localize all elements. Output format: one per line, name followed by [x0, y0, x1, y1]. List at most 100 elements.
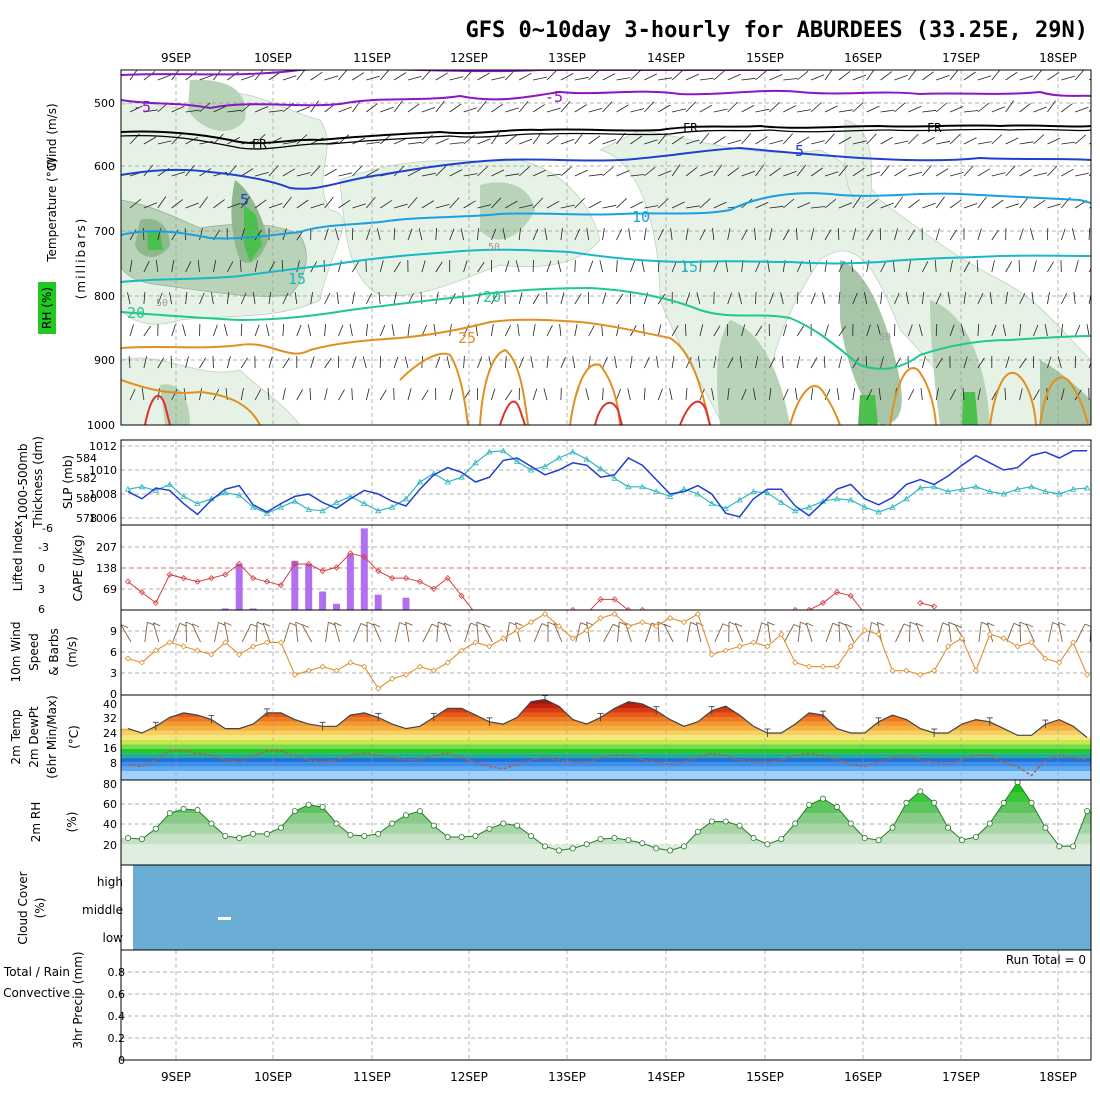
y-label-wind-unit: (m/s)	[65, 636, 79, 667]
wind-speed-point	[416, 663, 423, 670]
upper-wind-barb	[336, 292, 339, 305]
upper-wind-barb	[838, 136, 852, 145]
rh-point	[750, 835, 757, 842]
upper-wind-barb	[781, 355, 784, 369]
upper-wind-barb	[922, 109, 937, 113]
thickness-point	[958, 485, 966, 492]
lifted-index-point	[180, 575, 187, 582]
upper-wind-barb	[171, 260, 175, 273]
rh-point	[166, 810, 173, 817]
isotherm-10	[121, 192, 1091, 240]
upper-wind-barb	[1075, 106, 1089, 113]
upper-wind-barb	[864, 292, 868, 305]
tick-label: 6	[38, 603, 45, 616]
upper-wind-barb	[699, 104, 713, 113]
wind-barb-flag	[301, 624, 310, 628]
lifted-index-point	[556, 611, 561, 616]
upper-wind-barb	[324, 228, 329, 241]
slp-series	[124, 447, 1091, 518]
upper-wind-barb	[324, 323, 326, 337]
upper-wind-barb	[741, 388, 747, 401]
upper-wind-barb	[407, 141, 422, 145]
upper-wind-barb	[1033, 70, 1043, 81]
upper-wind-barb	[962, 387, 965, 401]
upper-wind-barb	[379, 324, 386, 337]
upper-wind-barb	[963, 110, 978, 113]
wind-speed-point	[236, 651, 243, 658]
upper-wind-barb	[711, 388, 715, 401]
thickness-point	[138, 483, 146, 490]
upper-wind-barb	[393, 203, 408, 209]
wind-speed-point	[1084, 671, 1091, 678]
upper-wind-barb	[657, 388, 663, 401]
lifted-index-point	[569, 606, 576, 610]
upper-wind-barb	[519, 72, 532, 81]
lifted-index-point	[792, 606, 799, 610]
upper-wind-barb	[199, 74, 213, 81]
upper-wind-barb	[824, 171, 839, 177]
upper-wind-barb	[307, 324, 312, 337]
thickness-point	[152, 487, 159, 493]
upper-wind-barb	[463, 107, 478, 113]
tick-label: 69	[103, 583, 117, 596]
upper-wind-barb	[505, 173, 520, 177]
upper-wind-barb	[643, 356, 650, 369]
upper-wind-barb	[894, 228, 898, 241]
tick-label: 3	[110, 667, 117, 680]
upper-wind-barb	[754, 227, 756, 241]
upper-wind-barb	[254, 324, 260, 337]
contour-label: 5	[795, 142, 804, 160]
lifted-index-point	[625, 606, 632, 610]
wind-barb	[301, 624, 313, 643]
upper-wind-barb	[880, 109, 895, 113]
upper-wind-barb	[658, 170, 672, 177]
upper-wind-barb	[435, 261, 443, 273]
wind-speed-point	[486, 643, 493, 650]
upper-wind-barb	[349, 324, 353, 337]
date-label: 10SEP	[254, 51, 292, 65]
cape-series	[124, 528, 938, 616]
upper-wind-barb	[908, 133, 919, 145]
rh-point	[402, 812, 409, 819]
upper-wind-barb	[143, 136, 157, 145]
lifted-index-point	[305, 560, 312, 568]
lifted-index-point	[444, 575, 451, 582]
upper-wind-barb	[630, 70, 641, 81]
wind-barb	[121, 624, 132, 643]
upper-wind-barb	[671, 201, 685, 209]
upper-wind-barb	[435, 138, 449, 145]
upper-wind-barb	[404, 356, 409, 369]
thickness-point	[472, 459, 479, 466]
upper-wind-barb	[949, 106, 964, 113]
upper-wind-barb	[658, 77, 673, 81]
upper-wind-barb	[185, 136, 198, 145]
lifted-index-point	[236, 560, 243, 568]
upper-wind-barb	[1047, 292, 1050, 305]
wind-barb	[783, 624, 795, 643]
wind-speed-point	[736, 643, 743, 650]
upper-wind-barb	[393, 356, 399, 369]
rh-point	[708, 818, 715, 825]
upper-wind-barb	[365, 324, 368, 337]
rh-band	[121, 792, 1091, 803]
upper-wind-barb	[379, 260, 384, 273]
upper-wind-barb	[170, 355, 173, 369]
upper-wind-barb	[574, 197, 585, 209]
upper-wind-barb	[157, 292, 163, 305]
date-label: 12SEP	[450, 51, 488, 65]
y-label-speed: Speed	[27, 633, 41, 671]
upper-wind-barb	[921, 261, 929, 273]
temp-band	[121, 762, 1091, 767]
thickness-point	[249, 503, 257, 510]
thickness-point	[236, 491, 243, 498]
upper-wind-barb	[838, 356, 842, 369]
upper-wind-barb	[1005, 203, 1020, 209]
thickness-point	[375, 507, 382, 514]
upper-wind-barb	[769, 102, 780, 113]
upper-wind-barb	[991, 106, 1005, 113]
wind-barb-flag	[405, 621, 413, 626]
wind-barb-flag	[1019, 621, 1028, 626]
upper-wind-barb	[532, 104, 546, 113]
upper-wind-barb	[991, 324, 997, 337]
upper-wind-barb	[713, 136, 726, 145]
